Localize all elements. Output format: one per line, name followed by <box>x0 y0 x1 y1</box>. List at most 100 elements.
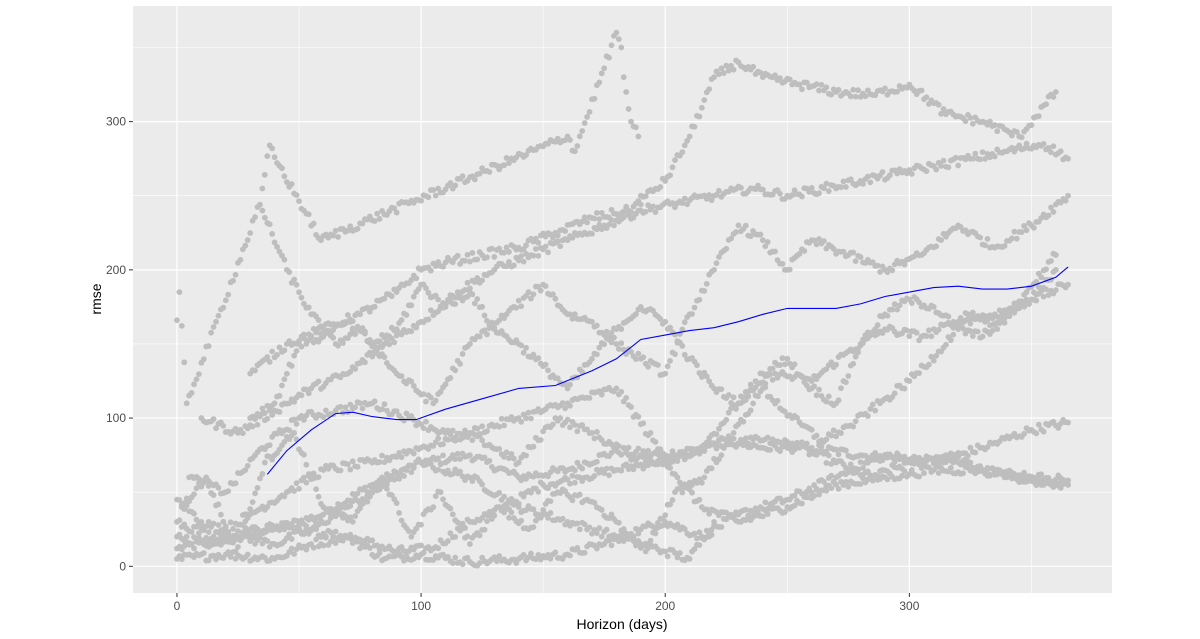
data-point <box>845 483 852 490</box>
data-point <box>581 549 588 556</box>
data-point <box>740 398 747 405</box>
data-point <box>525 289 532 296</box>
data-point <box>620 526 627 532</box>
data-point <box>657 316 664 322</box>
data-point <box>457 456 464 462</box>
data-point <box>542 283 549 290</box>
data-point <box>593 428 600 435</box>
data-point <box>288 363 295 369</box>
data-point <box>635 133 642 140</box>
data-point <box>408 328 415 335</box>
data-point <box>593 458 600 465</box>
data-point <box>281 493 288 500</box>
data-point <box>269 456 276 463</box>
data-point <box>982 242 988 249</box>
data-point <box>933 166 940 173</box>
data-point <box>706 378 713 385</box>
data-point <box>618 326 625 332</box>
data-point <box>291 551 298 557</box>
data-point <box>593 322 600 329</box>
data-point <box>379 406 385 413</box>
data-point <box>296 485 302 492</box>
data-point <box>1018 134 1025 141</box>
data-point <box>252 490 258 497</box>
x-tick-label: 0 <box>174 599 181 613</box>
data-point <box>535 252 542 259</box>
data-point <box>449 427 456 434</box>
x-axis-title: Horizon (days) <box>576 616 667 632</box>
data-point <box>821 450 827 457</box>
data-point <box>852 418 859 425</box>
data-point <box>337 505 344 511</box>
data-point <box>435 185 442 192</box>
data-point <box>481 526 488 533</box>
data-point <box>298 343 305 350</box>
data-point <box>467 452 473 459</box>
data-point <box>376 459 383 465</box>
data-point <box>681 351 688 358</box>
data-point <box>225 488 232 495</box>
data-point <box>1011 228 1018 235</box>
data-point <box>191 534 197 540</box>
data-point <box>449 470 456 477</box>
data-point <box>413 324 420 331</box>
data-point <box>764 371 771 377</box>
data-point <box>918 87 925 94</box>
data-point <box>523 452 529 459</box>
data-point <box>398 517 405 524</box>
data-point <box>244 237 251 243</box>
data-point <box>281 256 288 263</box>
data-point <box>598 507 605 513</box>
data-point <box>257 201 263 208</box>
data-point <box>850 249 857 256</box>
data-point <box>269 231 276 237</box>
data-point <box>696 542 703 548</box>
data-point <box>950 459 957 465</box>
data-point <box>979 333 986 340</box>
data-point <box>908 300 915 306</box>
data-point <box>1038 274 1045 281</box>
data-point <box>781 408 788 415</box>
data-point <box>593 351 600 358</box>
data-point <box>967 459 974 466</box>
data-point <box>718 452 725 459</box>
data-point <box>542 243 549 250</box>
data-point <box>1009 235 1015 242</box>
data-point <box>200 356 207 363</box>
data-point <box>657 184 664 190</box>
data-point <box>762 243 769 250</box>
data-point <box>506 249 512 255</box>
data-point <box>711 518 717 525</box>
y-tick-label: 0 <box>119 559 126 573</box>
data-point <box>1033 430 1040 437</box>
data-point <box>215 312 222 319</box>
data-point <box>244 533 251 540</box>
data-point <box>327 505 334 512</box>
data-point <box>979 149 986 156</box>
data-point <box>213 556 219 563</box>
data-point <box>554 232 561 239</box>
data-point <box>777 495 783 502</box>
data-point <box>279 165 285 172</box>
data-point <box>300 335 307 342</box>
data-point <box>515 297 522 304</box>
data-point <box>340 537 346 544</box>
data-point <box>808 426 815 433</box>
data-point <box>506 160 512 166</box>
data-point <box>286 269 293 275</box>
data-point <box>835 485 842 492</box>
data-point <box>481 454 488 461</box>
data-point <box>694 362 700 369</box>
data-point <box>718 386 725 393</box>
data-point <box>462 286 468 293</box>
data-point <box>630 466 637 473</box>
data-point <box>591 473 598 479</box>
data-point <box>247 230 254 236</box>
data-point <box>230 277 236 284</box>
data-point <box>257 535 263 541</box>
data-point <box>291 488 298 494</box>
data-point <box>562 228 569 235</box>
data-point <box>637 201 644 208</box>
data-point <box>745 388 752 395</box>
data-point <box>593 530 600 536</box>
